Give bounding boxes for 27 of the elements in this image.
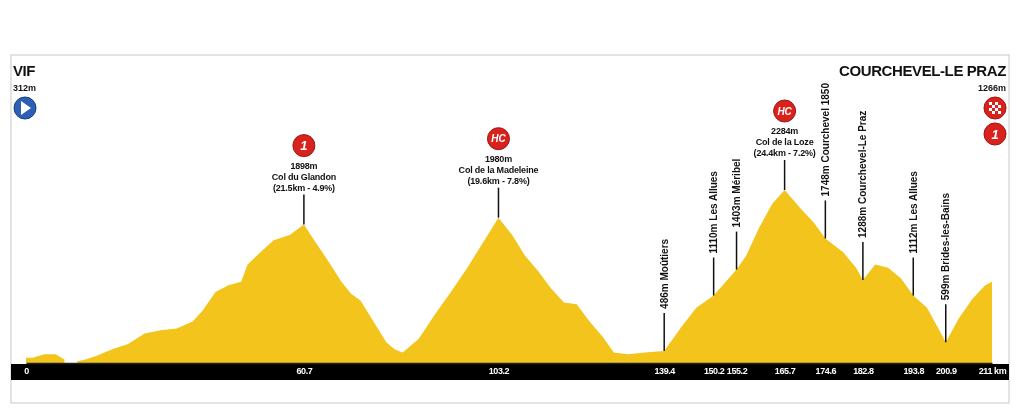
x-tick-label: 0 xyxy=(24,366,30,377)
annotation: 486m Moûtiers xyxy=(658,238,670,309)
x-tick-label: 155.2 xyxy=(726,366,748,377)
annotation: HC 1980m Col de la Madeleine (19.6km - 7.8%) xyxy=(458,133,539,186)
x-tick-label: 211 km xyxy=(978,366,1007,377)
text: 1266m xyxy=(977,83,1006,93)
x-tick-label: 60.7 xyxy=(296,366,313,377)
annotation: 1112m Les Allues xyxy=(907,170,919,254)
annotation: HC 2284m Col de la Loze (24.4km - 7.2%) xyxy=(753,105,816,158)
x-tick-label: 103.2 xyxy=(488,366,510,377)
annotation: 1110m Les Allues xyxy=(708,170,720,254)
text: 312m xyxy=(13,83,37,93)
text: 1 xyxy=(991,126,999,142)
annotation: 599m Brides-les-Bains xyxy=(940,192,952,301)
x-tick-label: 200.9 xyxy=(935,366,957,377)
x-tick-label: 165.7 xyxy=(774,366,796,377)
annotation: 1288m Courchevel-Le Praz xyxy=(857,110,869,238)
text: VIF xyxy=(13,62,36,79)
x-tick-label: 150.2 xyxy=(703,366,725,377)
x-tick-label: 139.4 xyxy=(654,366,676,377)
x-tick-label: 193.8 xyxy=(903,366,925,377)
x-tick-label: 182.8 xyxy=(853,366,875,377)
annotation: 1403m Méribel xyxy=(731,158,743,228)
x-tick-label: 174.6 xyxy=(815,366,837,377)
annotation: 1748m Courchevel 1850 xyxy=(819,82,831,197)
annotation: 1 1898m Col du Glandon (21.5km - 4.9%) xyxy=(271,138,336,193)
text: COURCHEVEL-LE PRAZ xyxy=(839,62,1007,79)
